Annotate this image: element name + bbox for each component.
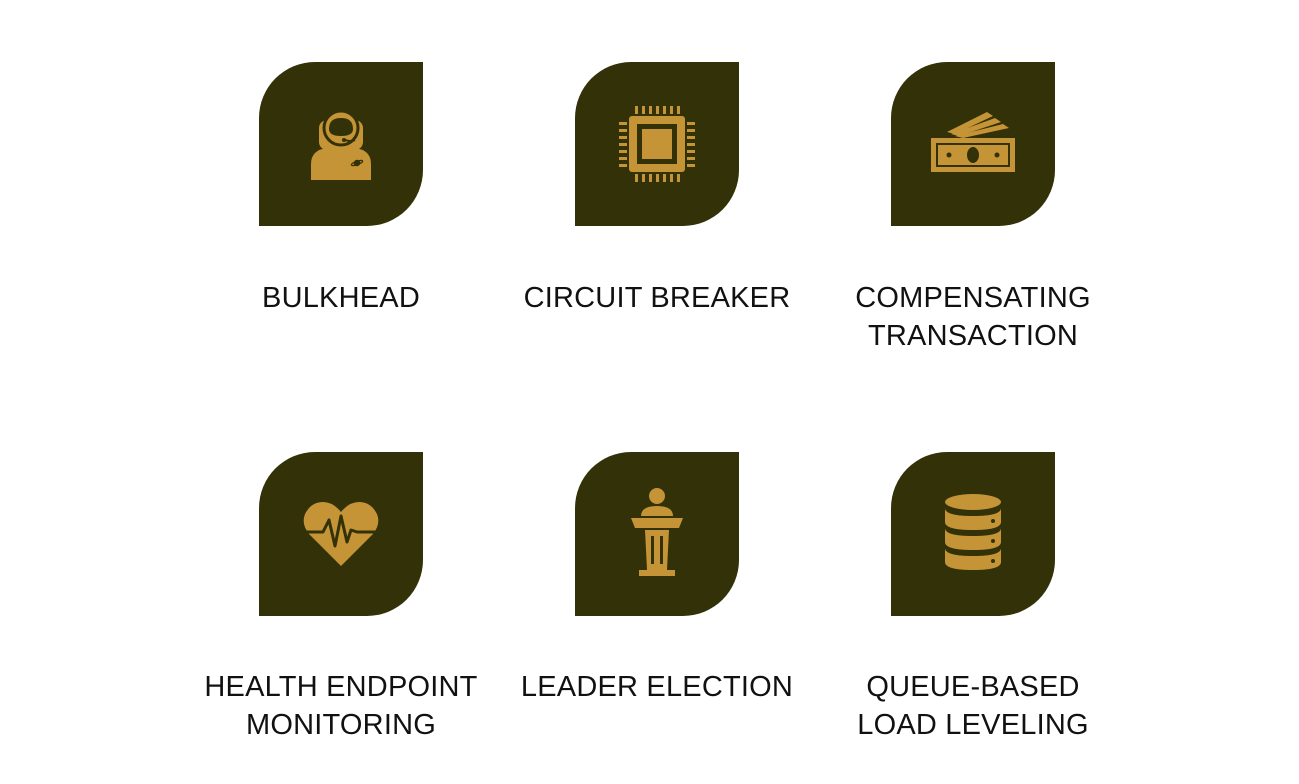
label-line: MONITORING [246,709,436,741]
heartbeat-icon [303,502,379,566]
label-line: TRANSACTION [867,320,1079,352]
label-line: CIRCUIT BREAKER [523,282,791,314]
database-icon [945,494,1001,570]
podium-speaker-icon [631,488,683,576]
health-endpoint-monitoring-tile[interactable] [259,452,423,616]
queue-based-load-leveling-label: QUEUE-BASED LOAD LEVELING [813,668,1133,744]
health-endpoint-monitoring-label: HEALTH ENDPOINT MONITORING [181,668,501,744]
circuit-breaker-tile[interactable] [575,62,739,226]
circuit-breaker-label: CIRCUIT BREAKER [497,279,817,317]
money-icon [931,112,1015,172]
bulkhead-tile[interactable] [259,62,423,226]
label-line: LEADER ELECTION [520,671,794,703]
queue-based-load-leveling-tile[interactable] [891,452,1055,616]
compensating-transaction-label: COMPENSATING TRANSACTION [813,279,1133,355]
leader-election-label: LEADER ELECTION [497,668,817,706]
compensating-transaction-tile[interactable] [891,62,1055,226]
astronaut-icon [311,109,371,180]
bulkhead-label: BULKHEAD [181,279,501,317]
label-line: HEALTH ENDPOINT [204,671,478,703]
label-line: LOAD LEVELING [857,709,1089,741]
microchip-icon [619,106,695,182]
label-line: BULKHEAD [262,282,420,314]
label-line: COMPENSATING [855,282,1091,314]
leader-election-tile[interactable] [575,452,739,616]
label-line: QUEUE-BASED [866,671,1080,703]
